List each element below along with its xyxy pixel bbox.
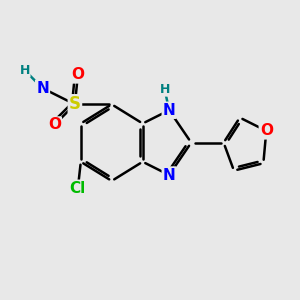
Text: O: O <box>71 68 84 82</box>
Text: S: S <box>69 95 81 113</box>
Text: N: N <box>163 167 175 182</box>
Text: H: H <box>160 83 170 96</box>
Text: N: N <box>163 103 175 118</box>
Text: H: H <box>20 64 30 77</box>
Text: Cl: Cl <box>70 181 86 196</box>
Text: O: O <box>260 123 273 138</box>
Text: N: N <box>36 81 49 96</box>
Text: O: O <box>48 118 61 133</box>
